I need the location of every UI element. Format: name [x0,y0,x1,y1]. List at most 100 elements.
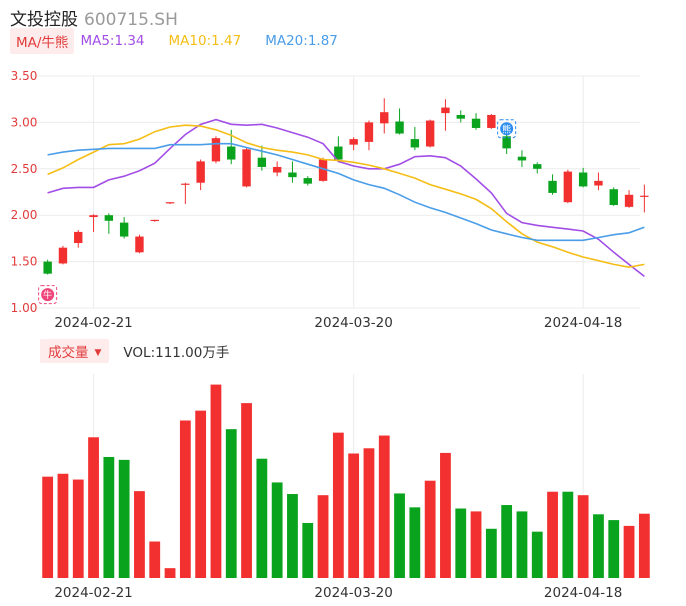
candle-body [58,247,68,264]
candle-body [609,189,618,205]
signal-frame [38,285,58,305]
volume-bar [516,511,528,578]
volume-bar [424,480,436,578]
volume-bar [623,525,635,578]
candle-body [487,114,496,128]
volume-bar [440,452,451,578]
volume-bar [271,482,283,578]
ma-indicator-tab[interactable]: MA/牛熊 [10,28,75,54]
volume-bar [195,410,207,578]
x-tick-label: 2024-02-21 [54,315,132,331]
volume-bar [501,505,513,578]
candle-body [624,194,634,207]
volume-bar [547,491,558,578]
volume-bar [118,459,130,578]
candle-body [640,195,649,197]
volume-bar [164,568,176,578]
volume-bar [394,493,405,578]
volume-bar [256,458,268,578]
volume-bar [531,531,543,578]
candle-body [517,156,527,161]
candle-body [165,202,175,204]
volume-bar [42,476,54,578]
candle-body [303,178,312,184]
volume-bar [348,453,360,578]
volume-value: VOL:111.00万手 [123,345,230,361]
y-tick-label: 1.00 [11,301,38,315]
ma10-line [47,124,645,269]
candle-body [43,261,52,274]
signal-label: 熊 [502,123,511,135]
candle-body [410,139,420,148]
candle-body [563,171,573,203]
y-tick-label: 3.50 [11,69,38,83]
volume-bar [149,541,161,578]
candle-body [257,157,267,167]
volume-bar [57,473,69,578]
volume-bar [332,432,344,578]
candle-body [196,161,205,183]
volume-bar [179,420,191,578]
volume-bar [287,494,298,578]
candle-body [288,172,297,178]
ma20-line [47,142,645,242]
candle-body [104,215,114,221]
candle-body [349,139,358,145]
signal-badge [500,122,514,136]
ma5-line [47,118,645,278]
x-tick-label: 2024-03-20 [314,315,392,331]
volume-bar [577,495,589,578]
candle-body [135,236,144,253]
signal-frame [497,119,517,139]
x-tick-label: 2024-02-21 [54,585,132,601]
volume-bar [225,429,237,578]
volume-bar [409,507,421,578]
candle-body [456,114,465,119]
candle-body [425,120,435,147]
volume-indicator-dropdown[interactable]: 成交量 ▼ [40,339,110,363]
ma20-legend: MA20:1.87 [265,33,338,49]
volume-bar [134,491,145,578]
candle-body [471,118,481,128]
candle-body [441,107,450,114]
stock-code: 600715.SH [84,10,178,30]
volume-legend: 成交量 ▼ VOL:111.00万手 [40,339,230,363]
bear-icon: 熊 [497,119,517,139]
candle-body [318,159,328,181]
candle-body [89,215,98,218]
volume-bar [302,522,314,578]
candle-body [548,180,557,193]
candle-body [211,138,221,162]
volume-bar [363,448,375,578]
candle-body [272,166,282,173]
volume-bar [72,479,84,578]
candle-body [150,219,159,222]
x-tick-label: 2024-03-20 [314,585,392,601]
volume-bar [317,495,329,578]
y-tick-label: 2.00 [11,208,38,222]
candle-body [242,149,251,187]
volume-bar [608,520,620,578]
candle-body [227,146,236,160]
volume-bar [562,491,574,578]
stock-title: 文投控股 600715.SH [10,5,178,30]
y-tick-label: 3.00 [11,115,38,129]
candle-body [334,146,343,160]
volume-bar [638,513,650,578]
x-tick-label: 2024-04-18 [544,315,622,331]
candle-body [578,172,588,187]
volume-bar [485,528,497,578]
volume-bar [378,435,390,578]
candle-body [533,164,542,169]
candle-body [364,122,374,142]
signal-badge [41,288,55,302]
candle-body [395,121,404,134]
candle-body [502,136,511,149]
candle-body [594,180,603,186]
y-tick-label: 2.50 [11,162,38,176]
candle-body [181,183,190,185]
x-tick-label: 2024-04-18 [544,585,622,601]
volume-bar [455,508,467,578]
volume-bar [470,511,482,578]
